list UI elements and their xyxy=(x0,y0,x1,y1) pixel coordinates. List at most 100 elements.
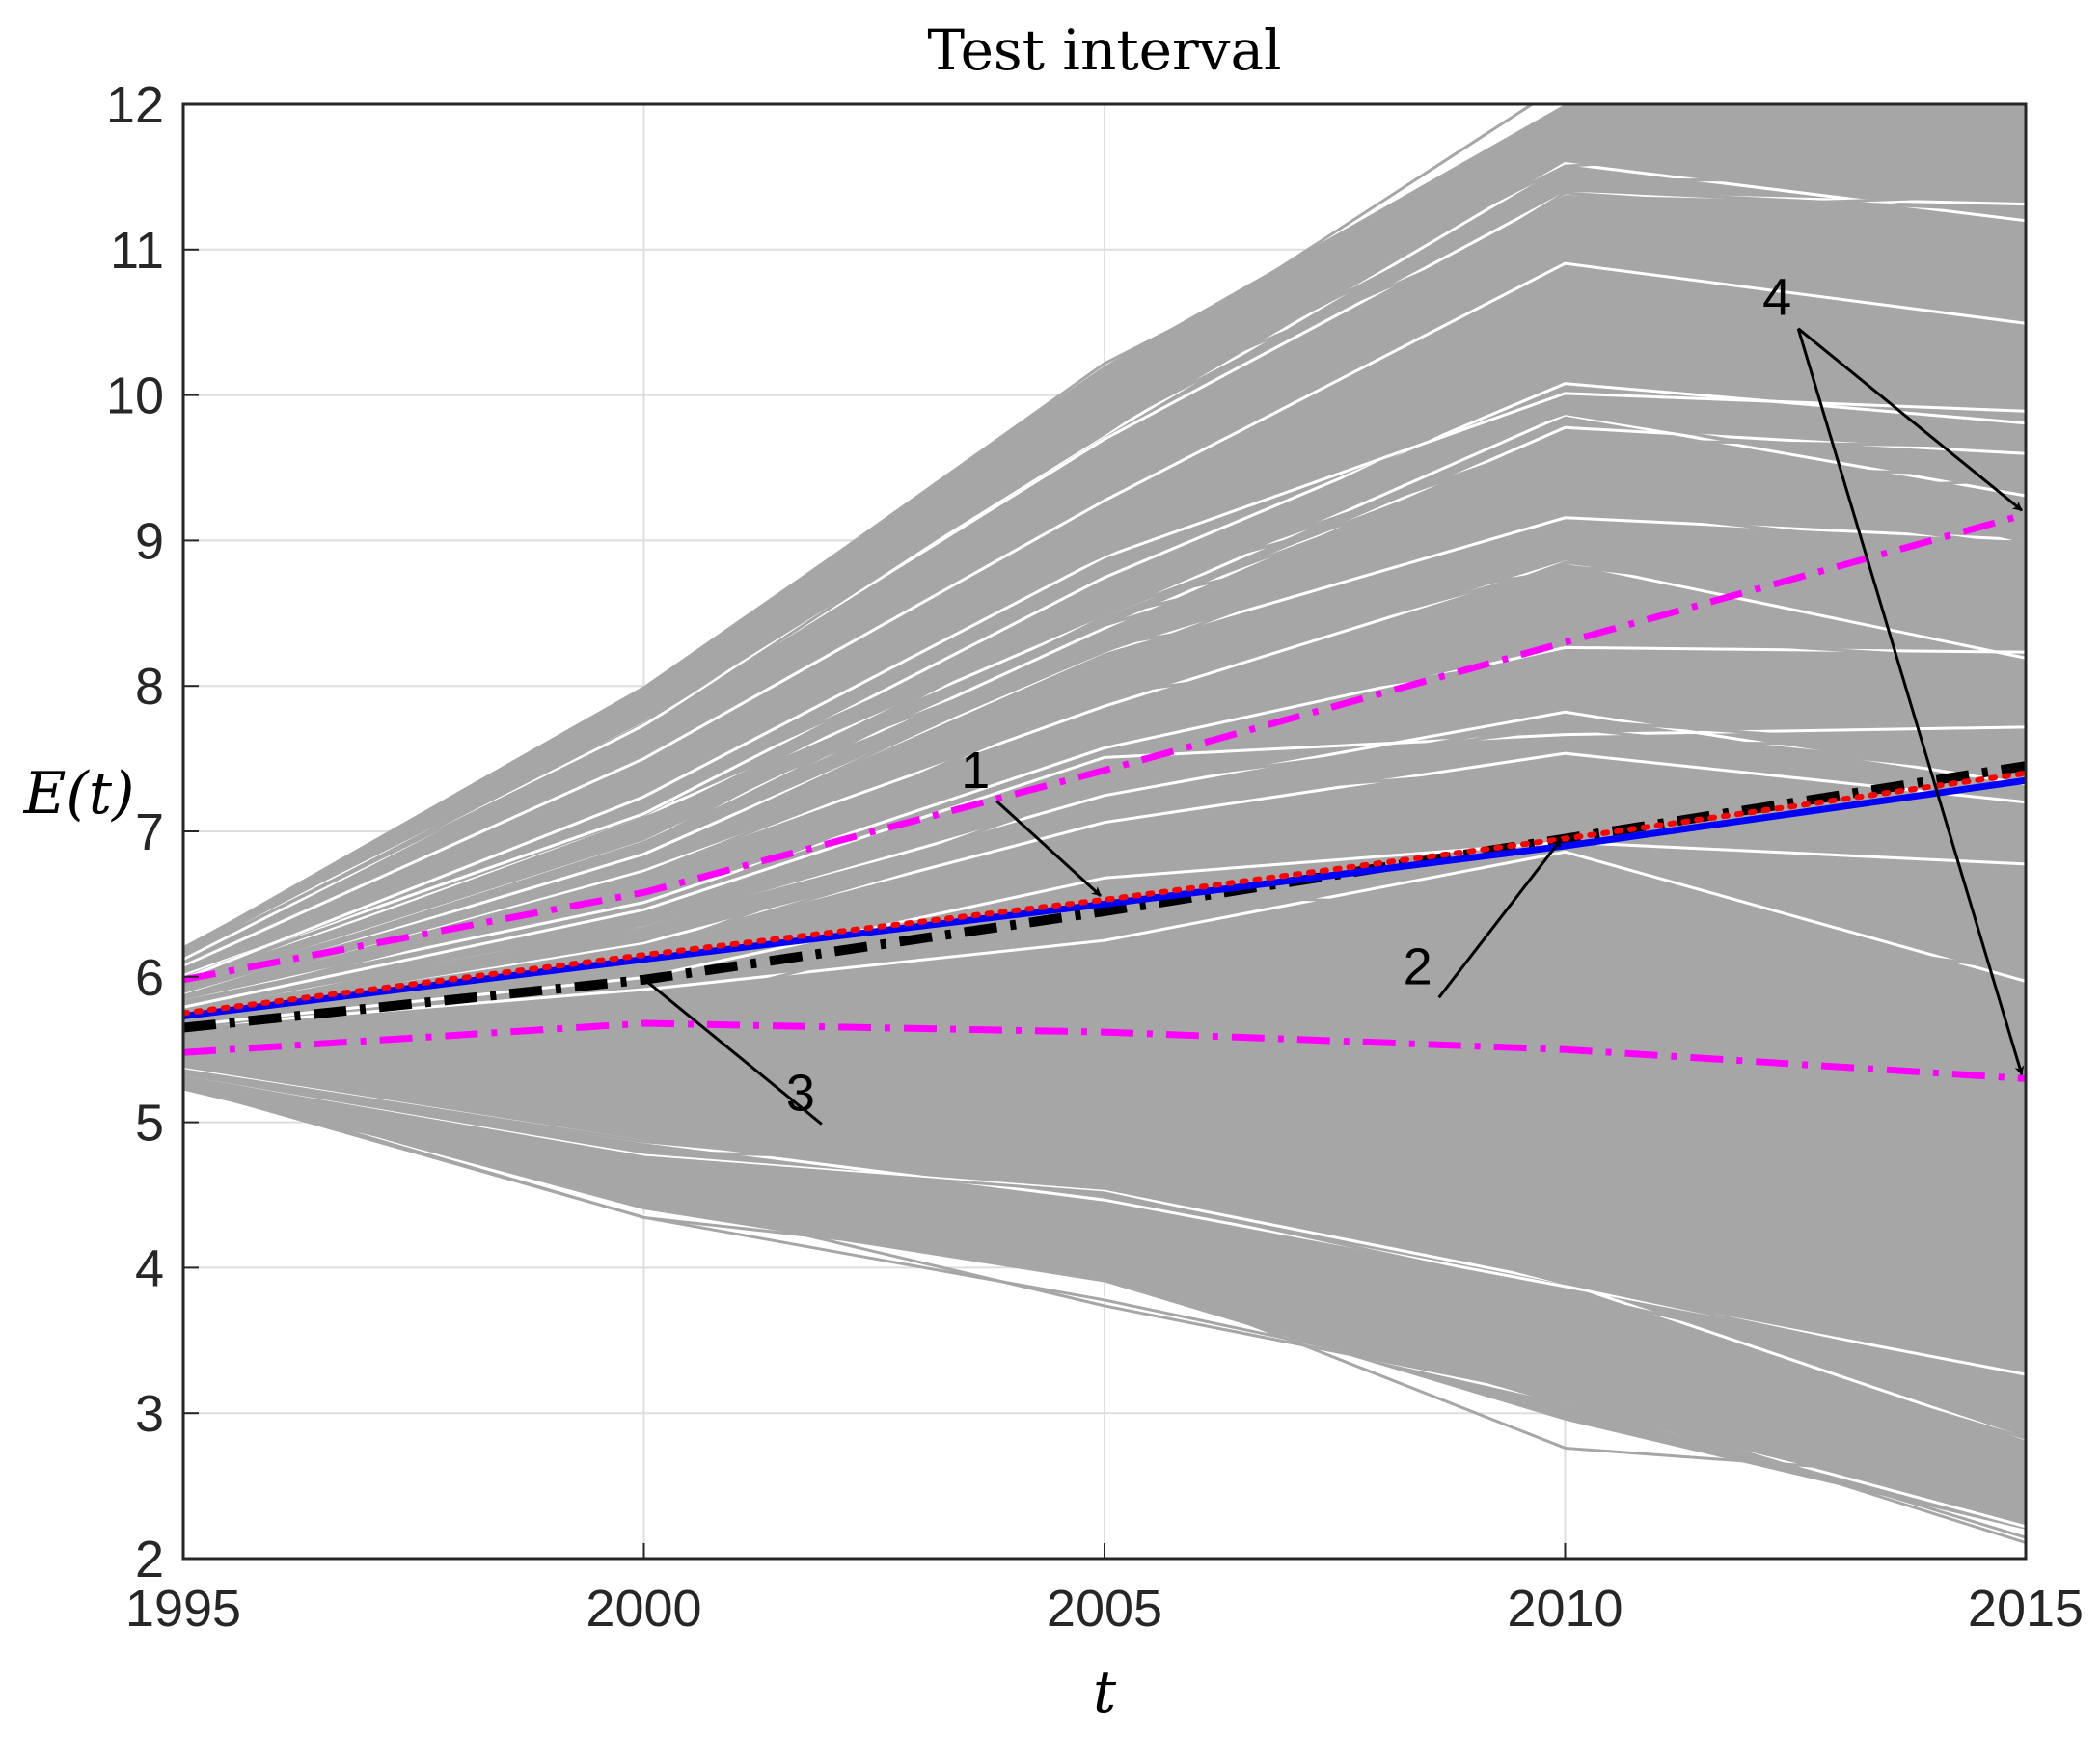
realization-line xyxy=(183,135,2026,955)
realization-line xyxy=(183,330,2026,973)
y-tick-label: 4 xyxy=(135,1239,164,1297)
realization-line xyxy=(183,382,2026,977)
realization-line xyxy=(183,955,2026,1041)
realization-line xyxy=(183,952,2026,1036)
y-tick-label: 3 xyxy=(135,1385,164,1443)
x-tick-label: 2010 xyxy=(1507,1580,1623,1638)
realization-line xyxy=(183,324,2026,972)
realization-line xyxy=(183,1075,2026,1401)
annotation-label: 3 xyxy=(786,1065,815,1123)
realization-line xyxy=(183,504,2026,992)
realization-line xyxy=(183,1063,2026,1351)
realization-line xyxy=(183,725,2026,1009)
realization-line xyxy=(183,358,2026,974)
realization-line xyxy=(183,333,2026,973)
annotation-label: 4 xyxy=(1762,269,1791,327)
realization-line xyxy=(183,853,2026,1027)
annotation-arrow xyxy=(995,800,1103,897)
realization-line xyxy=(183,188,2026,957)
realization-line xyxy=(183,477,2026,989)
realization-line xyxy=(183,1064,2026,1290)
y-tick-label: 2 xyxy=(135,1531,164,1588)
realization-line xyxy=(183,853,2026,1034)
realization-line xyxy=(183,1045,2026,1128)
realization-line xyxy=(183,275,2026,965)
annotations: 1 2 3 4 xyxy=(639,269,2025,1126)
realization-line xyxy=(183,1060,2026,1273)
x-axis-label: t xyxy=(1093,1659,1117,1726)
realization-line xyxy=(183,244,2026,963)
y-tick-label: 10 xyxy=(106,367,164,425)
realization-line xyxy=(183,177,2026,958)
realization-line xyxy=(183,575,2026,997)
realization-line xyxy=(183,560,2026,999)
realization-line xyxy=(183,191,2026,964)
realization-line xyxy=(183,357,2026,970)
y-axis-label: E(t) xyxy=(23,760,135,828)
realization-line xyxy=(183,1067,2026,1299)
realization-line xyxy=(183,1074,2026,1497)
realization-line xyxy=(183,146,2026,955)
realization-line xyxy=(183,656,2026,1009)
annotation-arrow xyxy=(1796,328,2025,1076)
y-tick-label: 8 xyxy=(135,658,164,716)
realization-line xyxy=(183,872,2026,1034)
series-line xyxy=(183,776,2026,1019)
realization-line xyxy=(183,1070,2026,1351)
realization-line xyxy=(183,502,2026,987)
realization-line xyxy=(183,1087,2026,1495)
realization-line xyxy=(183,460,2026,983)
realization-line xyxy=(183,1044,2026,1196)
series-group xyxy=(183,104,2026,1545)
realization-line xyxy=(183,104,1536,954)
y-tick-label: 11 xyxy=(110,222,164,280)
realization-line xyxy=(183,538,2026,993)
realization-line xyxy=(183,125,2026,954)
realization-line xyxy=(183,1057,2026,1210)
annotation-arrow xyxy=(1797,327,2023,512)
x-tick-label: 2005 xyxy=(1047,1580,1162,1638)
annotation-arrow xyxy=(1437,838,1563,999)
realization-line xyxy=(183,1002,2026,1157)
realization-line xyxy=(183,1047,2026,1179)
realization-line xyxy=(183,1070,2026,1383)
realization-line xyxy=(183,1081,2026,1520)
annotation-arrow xyxy=(639,974,823,1126)
realization-line xyxy=(183,1076,2026,1440)
annotation-label: 1 xyxy=(961,742,990,800)
realization-line xyxy=(183,751,2026,1019)
realization-line xyxy=(183,894,2026,1037)
realization-line xyxy=(183,125,2026,960)
annotation-label: 2 xyxy=(1404,937,1432,995)
realization-line xyxy=(183,220,2026,966)
realization-line xyxy=(183,412,2026,981)
realization-line xyxy=(183,261,2026,968)
realization-line xyxy=(183,1059,2026,1243)
y-tick-label: 6 xyxy=(135,949,164,1007)
realization-line xyxy=(183,645,2026,1000)
y-tick-label: 5 xyxy=(135,1095,164,1153)
realization-line xyxy=(183,107,2026,950)
realization-line xyxy=(183,260,2026,969)
chart-title: Test interval xyxy=(927,17,1281,83)
realization-line xyxy=(183,850,2026,1029)
realization-line xyxy=(183,723,2026,1018)
series-line xyxy=(183,761,2026,1033)
realization-line xyxy=(183,718,2026,1017)
x-tick-label: 2000 xyxy=(586,1580,701,1638)
realization-line xyxy=(183,1016,2026,1180)
x-tick-label: 2015 xyxy=(1968,1580,2084,1638)
realization-line xyxy=(183,892,2026,1032)
y-tick-label: 9 xyxy=(135,512,164,570)
realization-line xyxy=(183,392,2026,981)
realization-line xyxy=(183,1078,2026,1479)
x-tick-label: 1995 xyxy=(125,1580,241,1638)
y-tick-label: 7 xyxy=(135,803,164,861)
realization-line xyxy=(183,381,2026,975)
series-line xyxy=(183,1019,2026,1082)
series-line xyxy=(183,510,2026,984)
realization-line xyxy=(183,522,2026,1000)
y-tick-label: 12 xyxy=(106,76,164,134)
realization-line xyxy=(183,948,2026,1065)
